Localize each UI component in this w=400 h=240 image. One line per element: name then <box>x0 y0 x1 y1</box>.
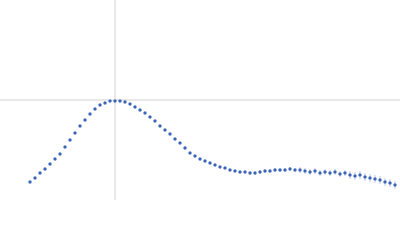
data-point <box>168 132 172 136</box>
data-point <box>373 177 377 181</box>
data-point <box>268 169 272 173</box>
data-point <box>258 170 262 174</box>
data-point <box>298 168 302 172</box>
data-point <box>33 176 37 180</box>
data-point <box>313 169 317 173</box>
data-point <box>273 168 277 172</box>
data-point <box>183 146 187 150</box>
data-point <box>388 181 392 185</box>
data-point <box>28 180 32 184</box>
data-point <box>173 137 177 141</box>
data-point <box>78 124 82 128</box>
data-point <box>348 173 352 177</box>
data-point <box>193 154 197 158</box>
data-point <box>123 100 127 104</box>
data-point <box>113 99 117 103</box>
data-point <box>288 167 292 171</box>
data-point <box>133 105 137 109</box>
data-point <box>203 159 207 163</box>
data-point <box>328 171 332 175</box>
data-point <box>338 172 342 176</box>
data-point <box>118 99 122 103</box>
data-point <box>218 165 222 169</box>
data-point <box>178 141 182 145</box>
data-point <box>103 101 107 105</box>
data-point <box>223 166 227 170</box>
data-point <box>363 175 367 179</box>
data-point <box>228 168 232 172</box>
data-point <box>188 151 192 155</box>
data-point <box>353 174 357 178</box>
data-point <box>88 112 92 116</box>
data-point <box>278 168 282 172</box>
data-point <box>108 99 112 103</box>
data-point <box>333 170 337 174</box>
data-point <box>83 118 87 122</box>
data-point <box>53 157 57 161</box>
data-point <box>138 108 142 112</box>
data-point <box>213 163 217 167</box>
data-point <box>378 178 382 182</box>
data-point <box>368 176 372 180</box>
data-point <box>43 167 47 171</box>
data-point <box>68 138 72 142</box>
data-point <box>73 131 77 135</box>
data-point <box>128 102 132 106</box>
data-point <box>63 145 67 149</box>
data-point <box>343 171 347 175</box>
chart <box>0 0 400 200</box>
data-point <box>153 119 157 123</box>
data-point <box>198 157 202 161</box>
data-point <box>208 161 212 165</box>
data-point <box>263 169 267 173</box>
data-point <box>163 128 167 132</box>
page: {"chart_data": {"type": "scatter", "xlim… <box>0 0 400 200</box>
data-point <box>98 103 102 107</box>
data-point <box>323 170 327 174</box>
data-point <box>393 183 397 187</box>
data-point <box>283 168 287 172</box>
data-point <box>58 152 62 156</box>
data-point <box>293 168 297 172</box>
data-point <box>303 169 307 173</box>
data-point <box>48 162 52 166</box>
data-point <box>318 171 322 175</box>
data-point <box>238 170 242 174</box>
data-point <box>38 171 42 175</box>
data-point <box>158 124 162 128</box>
data-point <box>243 170 247 174</box>
data-point <box>148 115 152 119</box>
data-point <box>358 173 362 177</box>
data-point <box>308 170 312 174</box>
data-point <box>383 180 387 184</box>
data-point <box>233 169 237 173</box>
data-point <box>93 107 97 111</box>
data-point <box>143 111 147 115</box>
data-point <box>248 171 252 175</box>
data-point <box>253 171 257 175</box>
